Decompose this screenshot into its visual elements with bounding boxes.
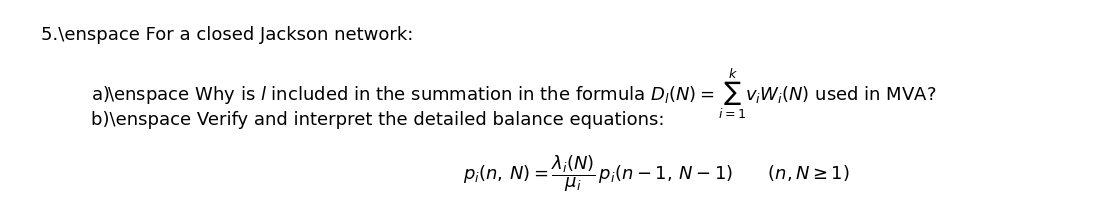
Text: 5.\enspace For a closed Jackson network:: 5.\enspace For a closed Jackson network: (41, 26, 414, 44)
Text: a)\enspace Why is $l$ included in the summation in the formula $D_l(N) = \sum_{i: a)\enspace Why is $l$ included in the su… (91, 66, 936, 121)
Text: b)\enspace Verify and interpret the detailed balance equations:: b)\enspace Verify and interpret the deta… (91, 112, 664, 129)
Text: $p_i(n,\, N) = \dfrac{\lambda_i(N)}{\mu_i}\, p_i(n-1,\, N-1) \qquad (n, N \geq 1: $p_i(n,\, N) = \dfrac{\lambda_i(N)}{\mu_… (463, 153, 850, 194)
